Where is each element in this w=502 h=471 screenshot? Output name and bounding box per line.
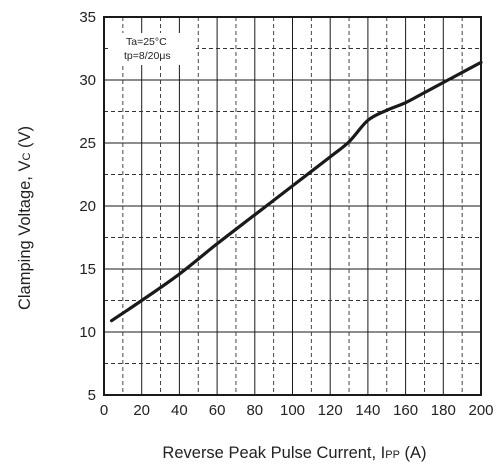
x-tick-label: 60 xyxy=(209,402,226,419)
annotation-box xyxy=(108,33,196,65)
x-tick-label: 180 xyxy=(431,402,456,419)
x-tick-label: 0 xyxy=(100,402,108,419)
x-axis-label: Reverse Peak Pulse Current, IPP (A) xyxy=(162,444,426,462)
x-tick-label: 160 xyxy=(393,402,418,419)
x-axis-label-subscript: PP xyxy=(385,449,400,461)
annotation-pulse: tp=8/20μs xyxy=(124,50,171,62)
y-axis-label-main: Clamping Voltage, V xyxy=(16,161,34,311)
series-layer xyxy=(109,60,483,323)
x-tick-label: 80 xyxy=(246,402,263,419)
x-axis-label-main: Reverse Peak Pulse Current, I xyxy=(162,444,385,462)
y-axis-label-subscript: C xyxy=(21,153,33,161)
series-line xyxy=(109,60,483,323)
y-tick-label: 10 xyxy=(79,324,96,341)
grid xyxy=(104,17,481,395)
y-tick-label: 20 xyxy=(79,198,96,215)
tick-labels: 0 20 40 60 80 100 120 140 160 180 200 5 10 15 20 25 30 35 xyxy=(79,9,493,419)
x-tick-label: 120 xyxy=(318,402,343,419)
x-tick-label: 200 xyxy=(468,402,493,419)
x-tick-label: 20 xyxy=(133,402,150,419)
y-tick-label: 30 xyxy=(79,72,96,89)
y-tick-label: 35 xyxy=(79,9,96,26)
annotation-temperature: Ta=25°C xyxy=(126,36,167,48)
y-tick-label: 15 xyxy=(79,261,96,278)
x-axis-label-unit: (A) xyxy=(400,444,427,462)
y-tick-label: 25 xyxy=(79,135,96,152)
x-tick-label: 140 xyxy=(355,402,380,419)
plot-frame xyxy=(103,16,482,396)
y-axis-label: Clamping Voltage, VC (V) xyxy=(16,126,34,310)
y-axis-label-unit: (V) xyxy=(16,126,34,153)
y-tick-label: 5 xyxy=(88,387,96,404)
x-tick-label: 40 xyxy=(171,402,188,419)
x-tick-label: 100 xyxy=(280,402,305,419)
